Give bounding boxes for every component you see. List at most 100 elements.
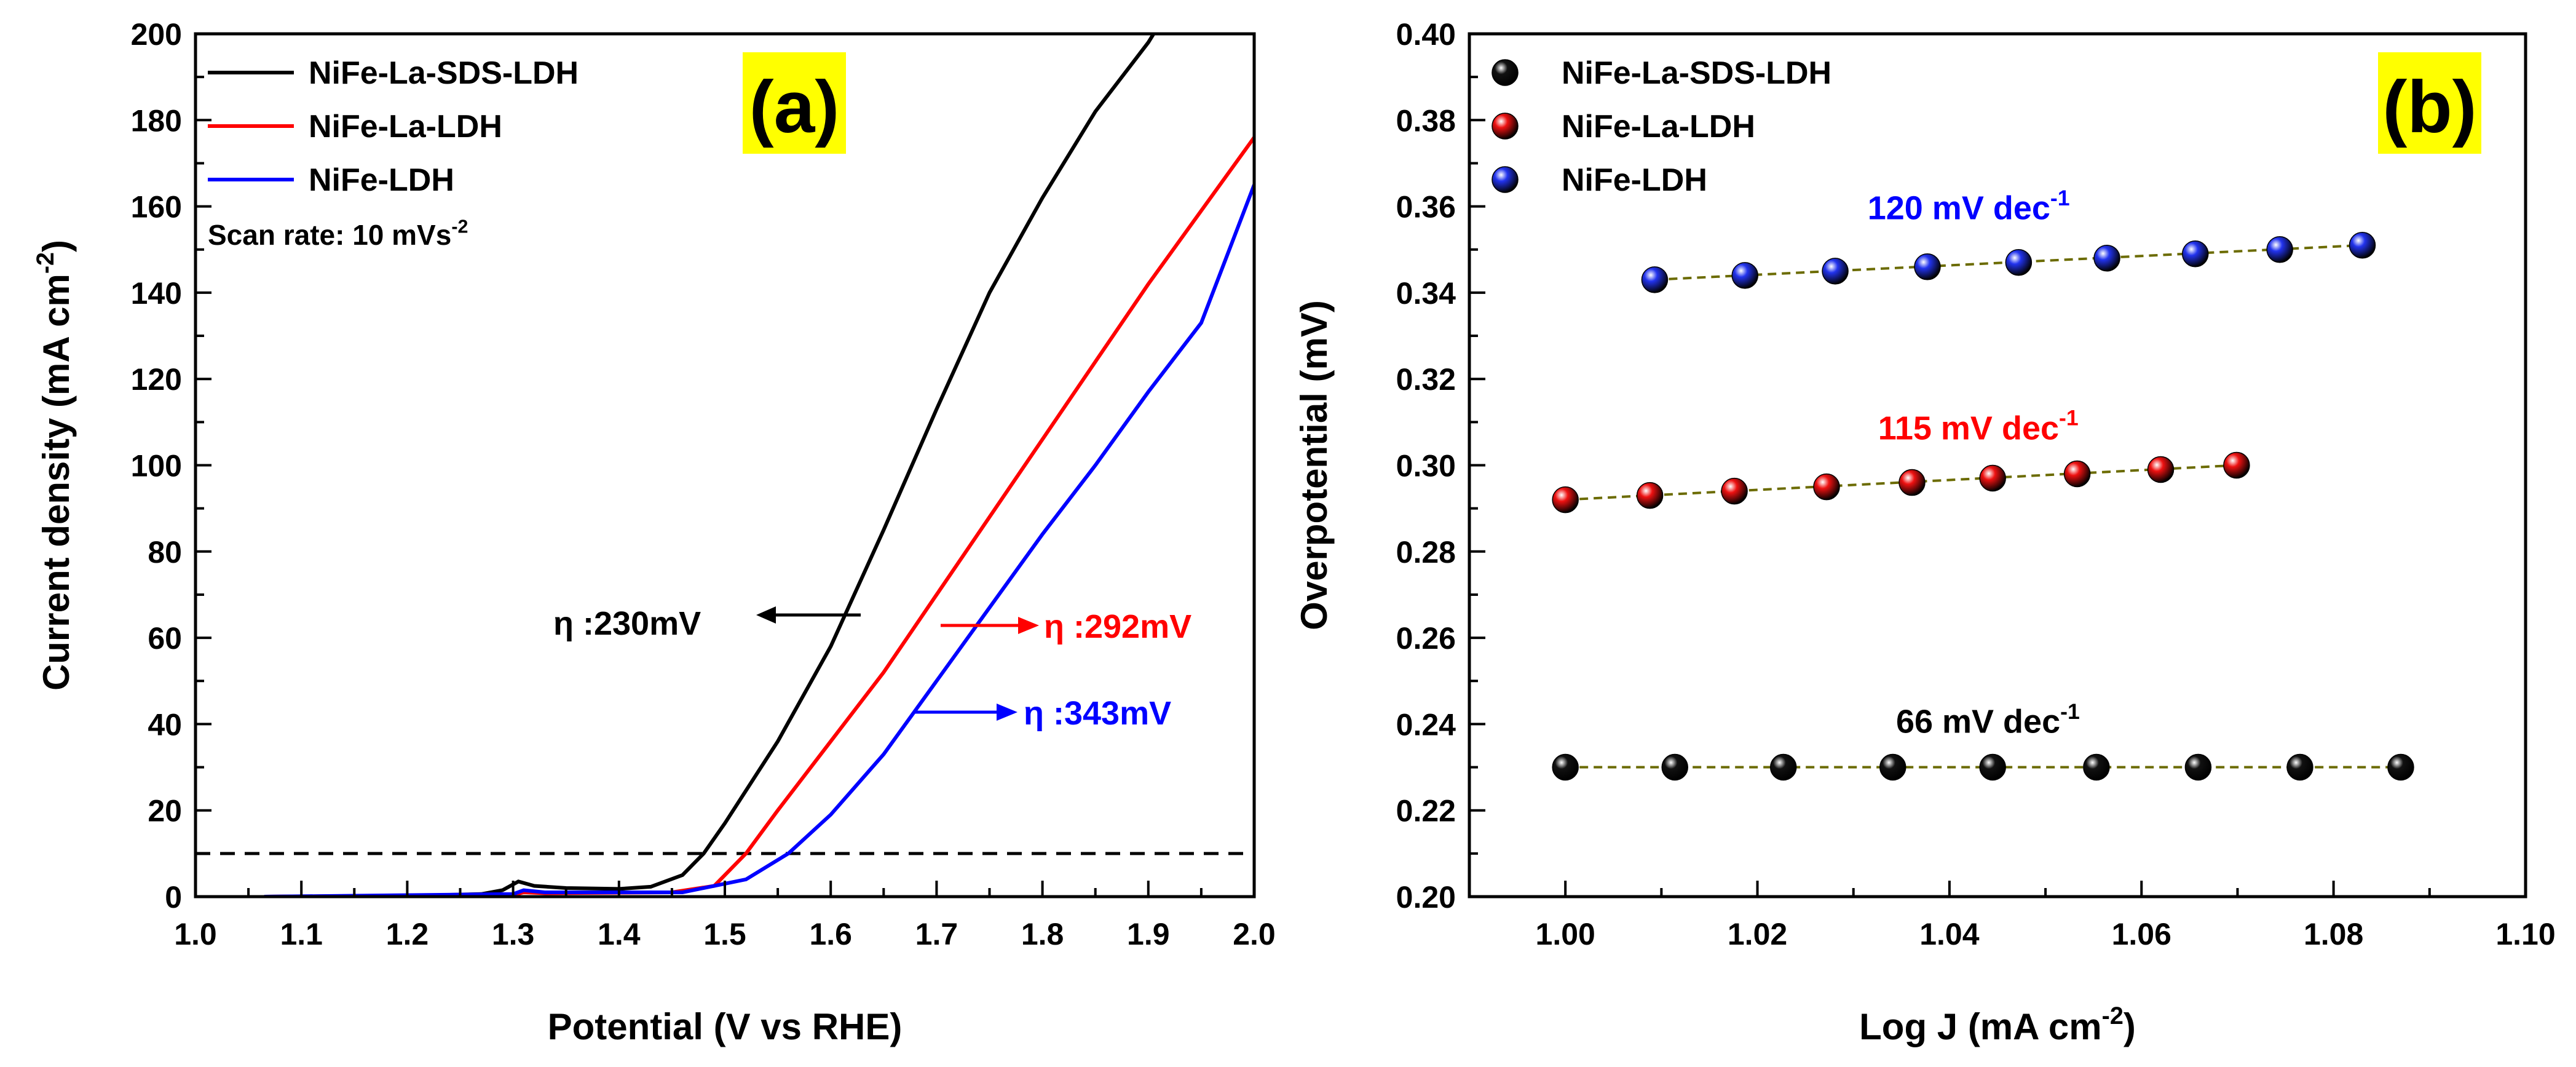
data-point-1 [2063, 460, 2091, 488]
arrow-blue-head [997, 704, 1017, 721]
data-point-0 [1552, 753, 1579, 781]
slope-label-0-main: 66 mV dec [1896, 703, 2060, 740]
arrow-red-head [1018, 617, 1039, 634]
x-tick-label-a: 1.3 [492, 917, 535, 951]
fit-line-1 [1565, 464, 2237, 501]
y-tick-label-a: 140 [131, 276, 182, 311]
data-point-2 [1641, 266, 1669, 293]
y-tick-label-a: 20 [148, 794, 182, 828]
y-tick-label-b: 0.26 [1396, 621, 1456, 656]
y-tick-label-b: 0.40 [1396, 17, 1456, 52]
x-tick-label-a: 1.4 [598, 917, 641, 951]
data-point-0 [1769, 753, 1797, 781]
legend-label-a: NiFe-La-SDS-LDH [309, 55, 579, 91]
eta-label-black: η :230mV [553, 605, 701, 642]
slope-label-1-main: 115 mV dec [1878, 410, 2059, 446]
y-tick-label-a: 120 [131, 362, 182, 397]
legend-marker-b [1491, 59, 1519, 86]
data-point-2 [1731, 262, 1758, 289]
series-line-2 [264, 184, 1254, 897]
y-axis-label-a-main: Current density (mA cm [36, 274, 77, 691]
x-tick-label-b: 1.06 [2112, 917, 2171, 951]
x-tick-label-a: 1.8 [1021, 917, 1064, 951]
x-tick-label-b: 1.04 [1919, 917, 1980, 951]
x-tick-label-a: 1.9 [1127, 917, 1170, 951]
scan-rate-label-main: Scan rate: 10 mVs [208, 219, 451, 251]
legend-label-b: NiFe-La-LDH [1562, 109, 1755, 145]
y-tick-label-b: 0.28 [1396, 535, 1456, 569]
x-tick-label-b: 1.02 [1728, 917, 1787, 951]
y-tick-label-b: 0.36 [1396, 190, 1456, 224]
legend-marker-b [1491, 166, 1519, 193]
data-point-1 [1636, 482, 1664, 509]
y-tick-label-a: 60 [148, 621, 182, 656]
series-line-0 [264, 34, 1155, 897]
data-point-0 [2387, 753, 2414, 781]
data-point-0 [2184, 753, 2212, 781]
x-tick-label-a: 1.0 [174, 917, 217, 951]
scan-rate-label-sup: -2 [451, 217, 468, 237]
data-point-2 [1822, 258, 1849, 285]
y-tick-label-a: 0 [165, 880, 182, 914]
legend-label-a: NiFe-LDH [309, 162, 454, 198]
scan-rate-label: Scan rate: 10 mVs-2 [208, 217, 468, 251]
y-tick-label-a: 100 [131, 449, 182, 483]
slope-label-2-sup: -1 [2050, 186, 2070, 210]
x-tick-label-a: 1.6 [809, 917, 852, 951]
y-tick-label-a: 180 [131, 103, 182, 138]
legend-marker-b [1491, 113, 1519, 140]
x-tick-label-b: 1.08 [2304, 917, 2363, 951]
panel-a-label: (a) [749, 66, 840, 148]
eta-label-red: η :292mV [1044, 608, 1191, 645]
panel-a: 1.0 1.1 1.2 1.3 1.4 1.5 1.6 1.7 1.8 1.9 2.0 0 20 40 60… [32, 17, 1276, 1047]
x-axis-label-b-main: Log J (mA cm [1859, 1006, 2101, 1047]
panel-b-label: (b) [2382, 66, 2476, 148]
slope-label-2-main: 120 mV dec [1868, 190, 2050, 227]
data-point-0 [1879, 753, 1906, 781]
x-axis-label-b-sup: -2 [2102, 1002, 2124, 1029]
panel-b-label-bg [2378, 52, 2481, 154]
x-axis-label-b: Log J (mA cm-2) [1859, 1002, 2136, 1047]
y-tick-label-a: 200 [131, 17, 182, 52]
data-point-0 [2286, 753, 2313, 781]
data-point-2 [2005, 249, 2033, 276]
x-axis-label-b-end: ) [2124, 1006, 2136, 1047]
legend-label-b: NiFe-LDH [1562, 162, 1707, 198]
x-axis-label-a: Potential (V vs RHE) [548, 1006, 903, 1047]
slope-label-1: 115 mV dec-1 [1878, 406, 2079, 447]
data-point-0 [1661, 753, 1688, 781]
y-tick-label-b: 0.30 [1396, 449, 1456, 483]
data-point-1 [1552, 486, 1579, 514]
y-tick-label-b: 0.32 [1396, 362, 1456, 397]
data-point-0 [2083, 753, 2110, 781]
eta-label-blue: η :343mV [1024, 695, 1171, 732]
x-tick-label-a: 1.7 [915, 917, 958, 951]
x-tick-label-a: 1.1 [280, 917, 323, 951]
slope-label-0: 66 mV dec-1 [1896, 699, 2080, 740]
data-point-2 [2266, 236, 2293, 263]
x-tick-label-a: 2.0 [1233, 917, 1276, 951]
legend-label-a: NiFe-La-LDH [309, 109, 502, 145]
data-point-1 [1721, 477, 1748, 505]
arrow-black-head [756, 606, 776, 624]
legend-label-b: NiFe-La-SDS-LDH [1562, 55, 1831, 91]
y-tick-label-b: 0.20 [1396, 880, 1456, 914]
data-point-1 [2223, 451, 2250, 479]
y-tick-label-b: 0.22 [1396, 794, 1456, 828]
x-tick-label-a: 1.5 [703, 917, 746, 951]
data-point-1 [1898, 469, 1926, 496]
y-tick-label-a: 160 [131, 190, 182, 224]
y-tick-label-b: 0.24 [1396, 707, 1456, 742]
y-tick-label-a: 80 [148, 535, 182, 569]
y-tick-label-a: 40 [148, 707, 182, 742]
series-line-1 [264, 136, 1254, 897]
slope-label-2: 120 mV dec-1 [1868, 186, 2070, 227]
data-point-1 [2147, 456, 2175, 483]
data-point-0 [1979, 753, 2006, 781]
slope-label-1-sup: -1 [2059, 406, 2079, 430]
data-point-2 [1914, 253, 1941, 280]
panel-a-label-bg [743, 52, 846, 154]
y-tick-label-b: 0.34 [1396, 276, 1456, 311]
x-tick-label-b: 1.00 [1536, 917, 1595, 951]
